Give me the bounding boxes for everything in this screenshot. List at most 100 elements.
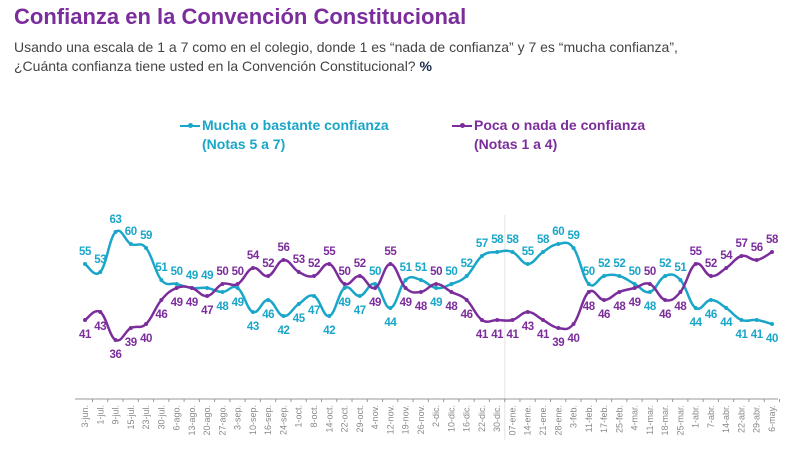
data-label: 43	[94, 321, 106, 333]
data-point	[510, 250, 515, 254]
x-tick-label: 7-abr.	[706, 405, 716, 428]
data-point	[556, 242, 561, 246]
data-point	[388, 262, 393, 266]
data-label: 40	[140, 333, 152, 345]
data-label: 40	[766, 333, 778, 345]
data-point	[327, 262, 332, 266]
data-label: 42	[323, 325, 335, 337]
data-point	[220, 290, 225, 294]
data-label: 48	[415, 301, 428, 313]
x-tick-label: 22-oct.	[340, 405, 350, 433]
data-label: 49	[430, 297, 442, 309]
data-label: 41	[735, 329, 748, 341]
data-point	[770, 250, 774, 254]
data-point	[693, 306, 698, 310]
data-label: 50	[171, 266, 183, 278]
legend-sublabel-mucha: (Notas 5 a 7)	[202, 136, 286, 152]
legend-label-poca: Poca o nada de confianza	[474, 117, 646, 133]
data-point	[373, 286, 378, 290]
data-label: 51	[674, 262, 687, 274]
data-label: 36	[110, 349, 122, 361]
subtitle-line1: Usando una escala de 1 a 7 como en el co…	[14, 39, 678, 55]
x-tick-label: 11-feb.	[584, 405, 594, 432]
data-label: 54	[720, 250, 733, 262]
x-tick-label: 3-jun.	[80, 405, 90, 428]
data-point	[663, 298, 668, 302]
x-tick-label: 29-abr.	[752, 405, 762, 433]
data-point	[647, 282, 652, 286]
data-point	[174, 286, 179, 290]
data-label: 63	[110, 214, 122, 226]
data-point	[525, 310, 530, 314]
data-point	[113, 338, 118, 342]
x-tick-label: 19-nov.	[401, 405, 411, 434]
data-label: 52	[308, 258, 320, 270]
x-tick-label: 14-abr.	[721, 405, 731, 433]
data-point	[144, 246, 149, 250]
data-point	[479, 318, 484, 322]
x-tick-label: 12-nov.	[385, 405, 395, 434]
x-tick-label: 6-may.	[767, 405, 777, 432]
data-label: 46	[155, 309, 167, 321]
data-point	[235, 282, 240, 286]
data-point	[83, 262, 87, 266]
data-label: 60	[552, 226, 564, 238]
data-label: 49	[171, 297, 183, 309]
data-label: 52	[354, 258, 366, 270]
x-tick-label: 16-dic.	[462, 405, 472, 432]
data-point	[602, 298, 607, 302]
x-tick-label: 3-sep.	[233, 405, 243, 430]
data-label: 43	[522, 321, 534, 333]
data-label: 44	[384, 317, 397, 329]
data-label: 49	[232, 297, 244, 309]
data-label: 51	[155, 262, 168, 274]
data-label: 48	[583, 301, 596, 313]
data-point	[128, 242, 133, 246]
data-label: 51	[400, 262, 413, 274]
data-label: 56	[277, 242, 289, 254]
data-point	[663, 274, 668, 278]
data-label: 50	[339, 266, 351, 278]
data-point	[281, 258, 286, 262]
data-point	[98, 310, 103, 314]
data-point	[586, 290, 591, 294]
data-label: 46	[461, 309, 473, 321]
data-point	[83, 318, 87, 322]
data-label: 48	[613, 301, 626, 313]
data-point	[296, 270, 301, 274]
data-label: 48	[216, 301, 229, 313]
x-tick-label: 1-jul.	[95, 405, 105, 425]
data-point	[632, 282, 637, 286]
data-point	[586, 282, 591, 286]
data-point	[571, 322, 576, 326]
data-point	[724, 266, 729, 270]
x-tick-label: 26-nov.	[416, 405, 426, 434]
data-label: 46	[598, 309, 610, 321]
data-point	[647, 290, 652, 294]
x-tick-label: 29-oct.	[355, 405, 365, 433]
data-label: 45	[293, 313, 306, 325]
subtitle-line2: ¿Cuánta confianza tiene usted en la Conv…	[14, 58, 416, 74]
x-tick-label: 1-oct.	[294, 405, 304, 428]
data-point	[327, 314, 332, 318]
data-label: 50	[369, 266, 381, 278]
data-point	[174, 282, 179, 286]
data-point	[342, 282, 347, 286]
data-point	[541, 250, 545, 254]
data-label: 52	[461, 258, 473, 270]
data-label: 54	[247, 250, 260, 262]
x-tick-label: 13-ago.	[187, 405, 197, 436]
data-point	[739, 254, 744, 258]
data-point	[189, 286, 194, 290]
data-point	[418, 290, 423, 294]
data-point	[266, 274, 271, 278]
data-point	[525, 262, 530, 266]
x-tick-label: 17-feb.	[599, 405, 609, 433]
data-point	[708, 274, 713, 278]
series-line-poca	[84, 250, 773, 342]
data-point	[235, 286, 240, 290]
data-label: 50	[445, 266, 457, 278]
data-point	[632, 286, 637, 290]
x-tick-label: 30-dic.	[492, 405, 502, 432]
